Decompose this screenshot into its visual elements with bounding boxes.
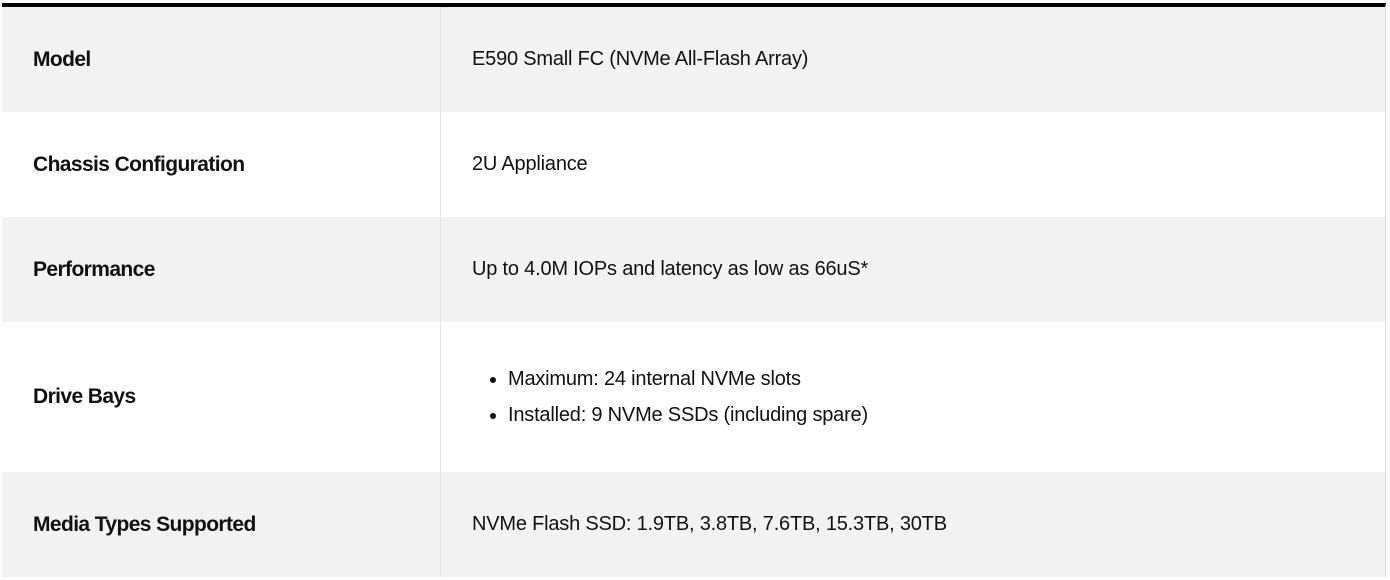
spec-table: Model E590 Small FC (NVMe All-Flash Arra… <box>2 3 1386 577</box>
row-value: Maximum: 24 internal NVMe slots Installe… <box>441 322 1385 472</box>
row-label: Drive Bays <box>2 322 441 472</box>
table-row-media-types: Media Types Supported NVMe Flash SSD: 1.… <box>2 472 1385 577</box>
row-label: Chassis Configuration <box>2 112 441 217</box>
row-label: Media Types Supported <box>2 472 441 577</box>
table-row-chassis: Chassis Configuration 2U Appliance <box>2 112 1385 217</box>
table-row-drive-bays: Drive Bays Maximum: 24 internal NVMe slo… <box>2 322 1385 472</box>
table-row-model: Model E590 Small FC (NVMe All-Flash Arra… <box>2 7 1385 112</box>
row-label: Performance <box>2 217 441 322</box>
row-value: Up to 4.0M IOPs and latency as low as 66… <box>472 258 869 280</box>
row-value: 2U Appliance <box>472 153 588 175</box>
row-value: E590 Small FC (NVMe All-Flash Array) <box>472 48 809 70</box>
drive-bays-list: Maximum: 24 internal NVMe slots Installe… <box>472 361 868 433</box>
row-value: NVMe Flash SSD: 1.9TB, 3.8TB, 7.6TB, 15.… <box>472 513 947 535</box>
table-row-performance: Performance Up to 4.0M IOPs and latency … <box>2 217 1385 322</box>
list-item: Maximum: 24 internal NVMe slots <box>508 361 868 397</box>
row-label: Model <box>2 7 441 112</box>
list-item: Installed: 9 NVMe SSDs (including spare) <box>508 397 868 433</box>
